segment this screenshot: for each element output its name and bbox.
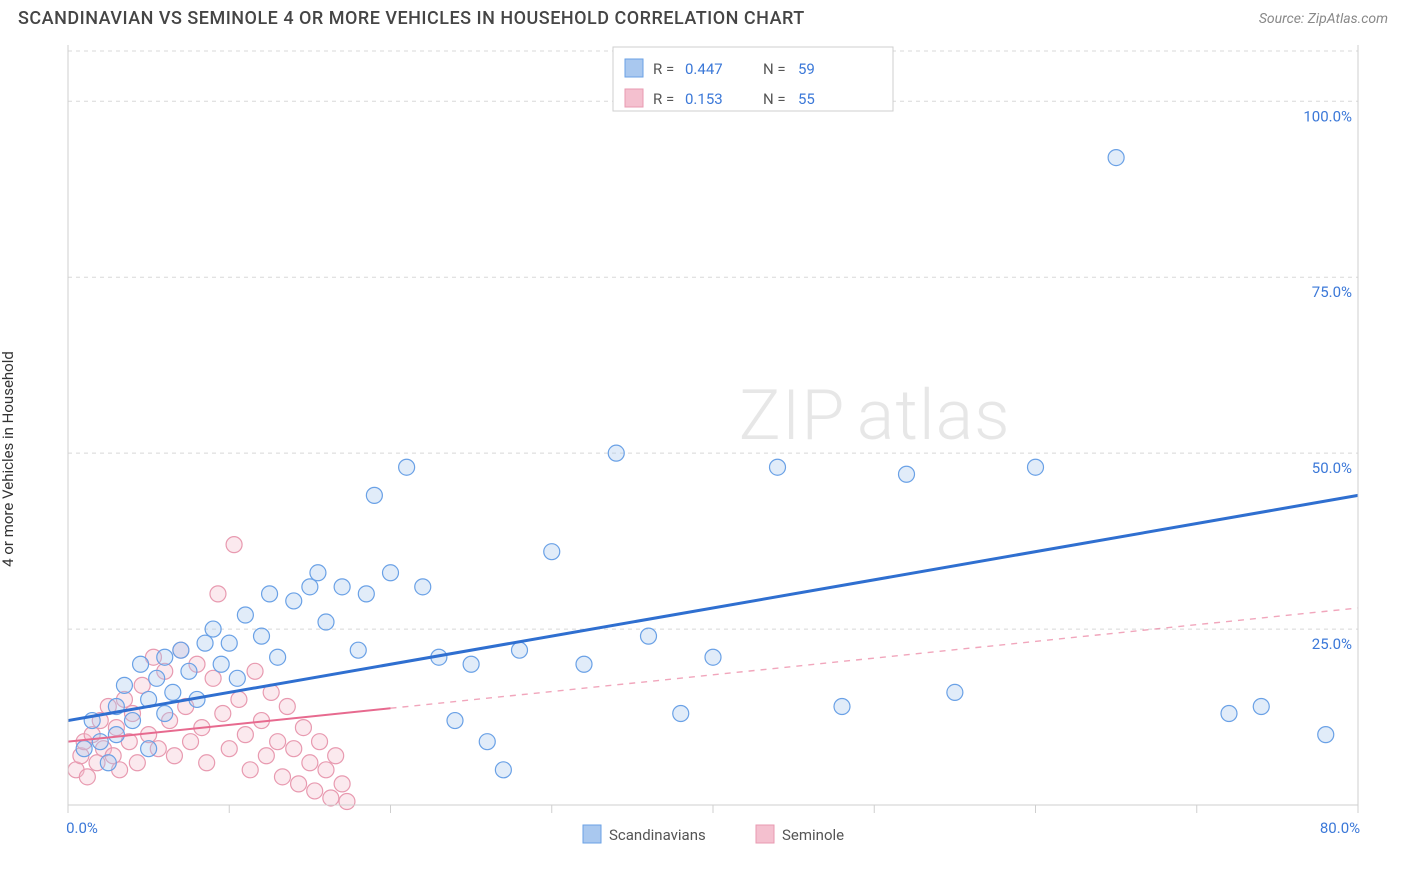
svg-text:R =: R = xyxy=(653,90,674,108)
svg-text:25.0%: 25.0% xyxy=(1312,635,1352,653)
chart-title: SCANDINAVIAN VS SEMINOLE 4 OR MORE VEHIC… xyxy=(18,8,805,29)
svg-text:0.0%: 0.0% xyxy=(66,819,98,837)
chart-container: 4 or more Vehicles in Household 25.0%50.… xyxy=(18,35,1388,865)
scatter-chart: 25.0% 50.0% 75.0% 100.0% ZIPatlas 0.0% 80.0% R … xyxy=(18,35,1388,865)
svg-text:ZIP: ZIP xyxy=(739,375,846,457)
svg-text:75.0%: 75.0% xyxy=(1312,283,1352,301)
svg-text:55: 55 xyxy=(798,90,815,108)
svg-text:N =: N = xyxy=(763,90,786,108)
svg-text:0.447: 0.447 xyxy=(685,60,723,78)
svg-text:Seminole: Seminole xyxy=(782,826,844,844)
svg-text:R =: R = xyxy=(653,60,674,78)
header: SCANDINAVIAN VS SEMINOLE 4 OR MORE VEHIC… xyxy=(0,0,1406,35)
y-axis-label: 4 or more Vehicles in Household xyxy=(0,351,17,567)
svg-text:N =: N = xyxy=(763,60,786,78)
svg-text:0.153: 0.153 xyxy=(685,90,723,108)
svg-text:80.0%: 80.0% xyxy=(1320,819,1360,837)
svg-text:atlas: atlas xyxy=(857,375,1011,457)
svg-text:Scandinavians: Scandinavians xyxy=(609,826,706,844)
svg-text:59: 59 xyxy=(798,60,815,78)
svg-text:50.0%: 50.0% xyxy=(1312,459,1352,477)
svg-text:100.0%: 100.0% xyxy=(1303,107,1352,125)
source-label: Source: ZipAtlas.com xyxy=(1259,11,1388,27)
